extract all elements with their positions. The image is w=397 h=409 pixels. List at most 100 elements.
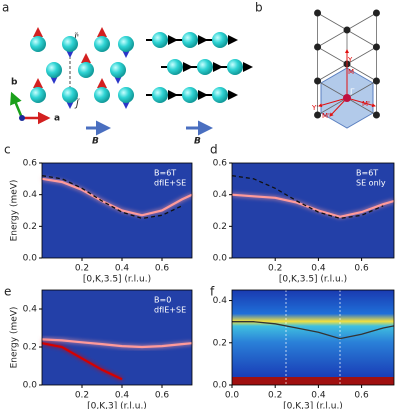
exchange-label: J̃ [74, 98, 81, 110]
x-axis-label: [0,K,3.5] (r.l.u.) [83, 275, 151, 285]
x-tick-label: 0.2 [268, 391, 282, 401]
x-tick-label: 0.6 [354, 264, 369, 274]
x-tick-label: 0.4 [115, 264, 130, 274]
lattice-bond [317, 29, 348, 48]
lattice-bond [317, 46, 348, 65]
y-tick-label: 0.4 [213, 296, 228, 306]
exchange-label: J̃' [72, 32, 79, 44]
lattice-bond [317, 12, 348, 31]
x-tick-label: 0.6 [155, 391, 170, 401]
atom [197, 59, 213, 75]
x-tick-label: 0.6 [155, 264, 170, 274]
y-tick-label: 0.4 [23, 190, 38, 200]
y-tick-label: 0.0 [213, 381, 228, 391]
y-tick-label: 0.6 [213, 159, 228, 169]
y-tick-label: 0.4 [213, 190, 228, 200]
field-label: B [194, 137, 201, 147]
gamma-point [343, 94, 351, 102]
panel-a: a b a B B J̃' J̃ [2, 1, 253, 147]
y-axis-label: Energy (meV) [10, 307, 20, 369]
origin [19, 115, 25, 121]
lattice-site [314, 43, 322, 51]
axis-arrow [10, 91, 24, 119]
x-tick-label: 0.4 [115, 391, 130, 401]
point-label: Y [347, 56, 353, 64]
x-tick-label: 0.2 [75, 264, 89, 274]
heatmap-band [232, 377, 394, 385]
lattice-bond [346, 80, 377, 99]
x-tick-label: 0.4 [311, 264, 326, 274]
lattice-bond [346, 97, 377, 116]
atom [152, 87, 168, 103]
atom [227, 59, 243, 75]
x-tick-label: 0.2 [268, 264, 282, 274]
panel-label: a [2, 1, 9, 15]
point-label: M [348, 68, 354, 76]
lattice-bond [346, 29, 377, 48]
panel-label: b [255, 1, 263, 15]
atom [167, 59, 183, 75]
plot-frame [41, 162, 193, 259]
x-tick-label: 0.0 [225, 391, 240, 401]
reciprocal-arrow [329, 97, 348, 117]
lattice-bond [346, 12, 377, 31]
plot-frame [41, 289, 193, 386]
charts: 0.0 0.2 0.4 0.6 0.2 0.4 0.6 [0,K,3.5] (r.l.u.) E… [4, 143, 395, 409]
lattice-bond [317, 63, 348, 82]
annotation: dfIE+SE [154, 179, 186, 188]
panel-label: d [210, 143, 218, 157]
x-tick-label: 0.2 [75, 391, 89, 401]
atom [110, 62, 126, 78]
dispersion-curve [231, 193, 395, 218]
atom [182, 32, 198, 48]
y-tick-label: 0.4 [23, 305, 38, 315]
atom [182, 87, 198, 103]
x-axis-label: [0,K,3.5] (r.l.u.) [279, 275, 347, 285]
atom [62, 36, 78, 52]
annotation: SE only [356, 179, 386, 188]
y-axis-label: Energy (meV) [10, 180, 20, 242]
dispersion-curve [41, 175, 183, 220]
y-tick-label: 0.0 [23, 381, 38, 391]
atom [212, 87, 228, 103]
dispersion-curve [232, 321, 395, 340]
lattice-site [372, 43, 380, 51]
y-tick-label: 0.2 [213, 222, 227, 232]
lattice-bond [317, 97, 348, 116]
atom [30, 36, 46, 52]
lattice-bond [317, 80, 348, 99]
y-tick-label: 0.6 [23, 159, 38, 169]
atom [46, 62, 62, 78]
plot-frame [231, 162, 395, 259]
atom [94, 87, 110, 103]
y-tick-label: 0.2 [23, 343, 37, 353]
plot-frame [231, 289, 395, 386]
y-tick-label: 0.0 [213, 254, 228, 264]
atom [118, 36, 134, 52]
lattice-site [314, 77, 322, 85]
atom [94, 36, 110, 52]
heatmap [232, 290, 394, 385]
atom [62, 87, 78, 103]
dispersion-curve [231, 175, 384, 220]
panel-label: e [4, 285, 11, 299]
lattice-site [372, 111, 380, 119]
field-label: B [92, 137, 99, 147]
atom [118, 87, 134, 103]
point-label: M' [322, 112, 330, 120]
lattice-site [372, 77, 380, 85]
panel-b: b M Y M' Y' M' Γ [255, 1, 380, 129]
heatmap [42, 290, 192, 385]
annotation: B=0 [154, 296, 171, 305]
lattice-site [372, 9, 380, 17]
dispersion-curve [41, 338, 193, 349]
y-tick-label: 0.2 [23, 222, 37, 232]
lattice-site [314, 111, 322, 119]
lattice-bond [346, 46, 377, 65]
annotation: dfIE+SE [154, 306, 186, 315]
y-tick-label: 0.0 [23, 254, 38, 264]
atom [78, 62, 94, 78]
x-tick-label: 0.6 [354, 391, 369, 401]
dispersion-curve [41, 177, 193, 217]
heatmap [42, 163, 192, 258]
